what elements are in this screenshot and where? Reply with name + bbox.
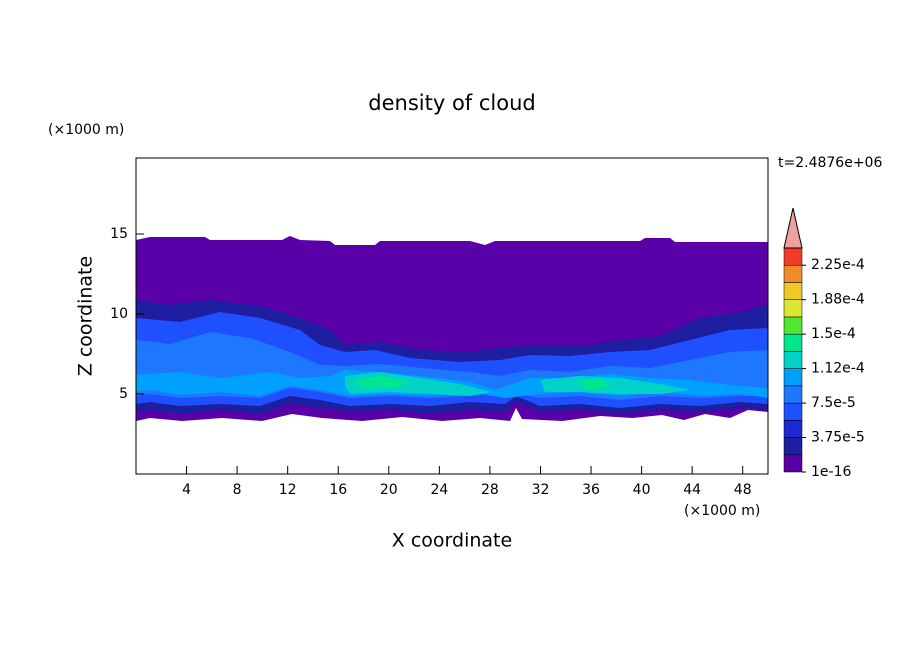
- contour-field: [136, 236, 768, 421]
- time-label: t=2.4876e+06: [778, 155, 882, 171]
- x-tick-label: 16: [329, 482, 347, 498]
- field-level-7: [355, 376, 410, 388]
- y-tick-label: 15: [110, 226, 128, 242]
- colorbar-band: [783, 385, 803, 404]
- colorbar-band: [783, 333, 803, 352]
- colorbar-band: [783, 368, 803, 387]
- x-axis-title: X coordinate: [392, 530, 512, 552]
- colorbar-band: [783, 282, 803, 300]
- x-tick-label: 48: [734, 482, 752, 498]
- colorbar-tick-label: 1.88e-4: [811, 292, 865, 308]
- colorbar-band: [783, 316, 803, 335]
- x-tick-label: 8: [233, 482, 242, 498]
- colorbar-band: [783, 402, 803, 421]
- colorbar-extend: [783, 207, 803, 249]
- colorbar-band: [783, 454, 803, 473]
- colorbar-tick-label: 1.12e-4: [811, 361, 865, 377]
- colorbar-band: [783, 264, 803, 283]
- y-tick-label: 10: [110, 306, 128, 322]
- colorbar-tick-label: 2.25e-4: [811, 257, 865, 273]
- x-tick-label: 44: [683, 482, 701, 498]
- colorbar-tick-label: 7.5e-5: [811, 395, 856, 411]
- x-tick-label: 12: [279, 482, 297, 498]
- x-tick-label: 24: [430, 482, 448, 498]
- colorbar-tick-label: 3.75e-5: [811, 430, 865, 446]
- colorbar-tick-label: 1.5e-4: [811, 326, 856, 342]
- colorbar-band: [783, 351, 803, 369]
- y-tick-label: 5: [119, 386, 128, 402]
- colorbar-tick-label: 1e-16: [811, 464, 851, 480]
- colorbar-band: [783, 247, 803, 266]
- x-tick-label: 20: [380, 482, 398, 498]
- y-unit: (×1000 m): [48, 122, 124, 138]
- x-tick-label: 4: [182, 482, 191, 498]
- colorbar-band: [783, 420, 803, 438]
- x-tick-label: 36: [582, 482, 600, 498]
- chart-title: density of cloud: [368, 91, 535, 115]
- plot-frame: [135, 157, 769, 475]
- y-axis-title: Z coordinate: [75, 256, 97, 376]
- colorbar-band: [783, 437, 803, 456]
- x-unit: (×1000 m): [684, 503, 760, 519]
- x-tick-label: 32: [532, 482, 550, 498]
- field-level-6b: [540, 376, 690, 394]
- x-tick-label: 40: [633, 482, 651, 498]
- field-level-7b: [575, 378, 612, 390]
- colorbar-band: [783, 299, 803, 318]
- x-tick-label: 28: [481, 482, 499, 498]
